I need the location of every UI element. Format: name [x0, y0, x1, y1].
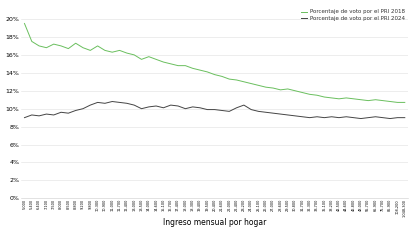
Porcentaje de voto por el PRI 2024 — [248, 108, 253, 111]
Porcentaje de voto por el PRI 2018 — [314, 94, 319, 97]
X-axis label: Ingreso mensual por hogar: Ingreso mensual por hogar — [163, 219, 266, 227]
Porcentaje de voto por el PRI 2018 — [263, 86, 268, 89]
Porcentaje de voto por el PRI 2024 — [277, 113, 282, 116]
Porcentaje de voto por el PRI 2018 — [394, 101, 399, 104]
Porcentaje de voto por el PRI 2018 — [241, 80, 246, 83]
Porcentaje de voto por el PRI 2024 — [358, 117, 363, 120]
Porcentaje de voto por el PRI 2018 — [358, 98, 363, 101]
Porcentaje de voto por el PRI 2024 — [109, 100, 114, 103]
Porcentaje de voto por el PRI 2024 — [401, 116, 406, 119]
Porcentaje de voto por el PRI 2018 — [124, 52, 129, 55]
Porcentaje de voto por el PRI 2024 — [321, 116, 326, 119]
Porcentaje de voto por el PRI 2018 — [401, 101, 406, 104]
Porcentaje de voto por el PRI 2024 — [270, 112, 275, 115]
Line: Porcentaje de voto por el PRI 2024: Porcentaje de voto por el PRI 2024 — [24, 102, 404, 119]
Porcentaje de voto por el PRI 2018 — [248, 82, 253, 85]
Porcentaje de voto por el PRI 2024 — [131, 104, 136, 106]
Porcentaje de voto por el PRI 2024 — [22, 116, 27, 119]
Porcentaje de voto por el PRI 2024 — [255, 110, 260, 113]
Porcentaje de voto por el PRI 2018 — [22, 22, 27, 25]
Line: Porcentaje de voto por el PRI 2018: Porcentaje de voto por el PRI 2018 — [24, 24, 404, 103]
Legend: Porcentaje de voto por el PRI 2018, Porcentaje de voto por el PRI 2024: Porcentaje de voto por el PRI 2018, Porc… — [299, 8, 405, 22]
